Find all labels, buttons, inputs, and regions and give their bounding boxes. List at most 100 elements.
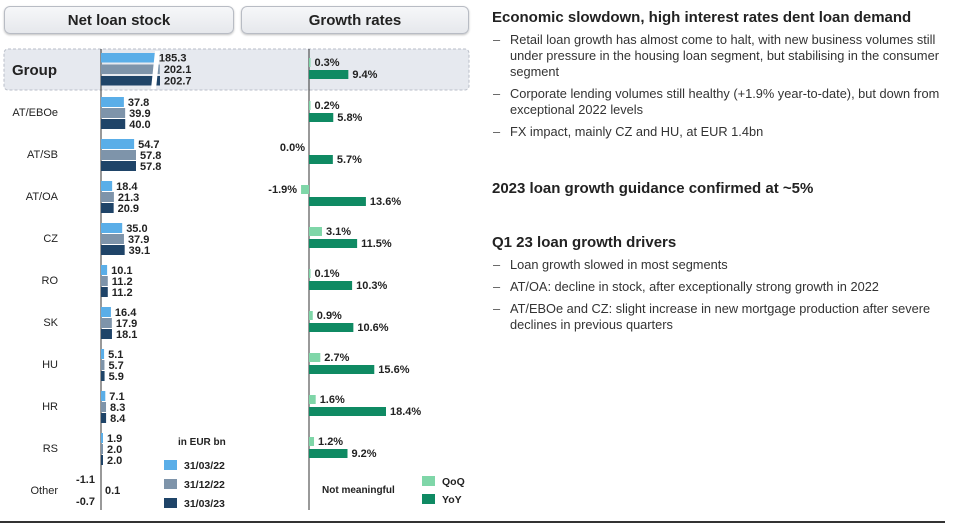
stock-bar xyxy=(101,455,103,465)
stock-bar xyxy=(101,119,126,129)
stock-bar xyxy=(101,413,107,423)
growth-legend-swatch xyxy=(422,494,435,504)
stock-bar xyxy=(101,433,103,443)
header-net-loan-stock-label: Net loan stock xyxy=(67,11,171,29)
not-meaningful-label: Not meaningful xyxy=(322,485,395,496)
bullet-item: Retail loan growth has almost come to ha… xyxy=(492,32,947,80)
stock-bar xyxy=(101,329,112,339)
stock-bar xyxy=(101,307,111,317)
axis-break-marker xyxy=(151,51,160,89)
stock-value-label: 11.2 xyxy=(112,287,133,299)
stock-bar xyxy=(101,53,155,63)
stock-bar xyxy=(101,444,103,454)
stock-bar xyxy=(101,76,160,86)
stock-value-label: 39.9 xyxy=(129,108,150,120)
stock-bar xyxy=(101,402,107,412)
stock-bar xyxy=(101,318,112,328)
yoy-value-label: 5.8% xyxy=(337,112,362,124)
qoq-bar xyxy=(301,185,309,194)
section-guidance-title: 2023 loan growth guidance confirmed at ~… xyxy=(492,180,814,197)
stock-value-label: 5.1 xyxy=(108,349,123,361)
yoy-value-label: 18.4% xyxy=(390,406,421,418)
stock-value-label: 17.9 xyxy=(116,318,137,330)
section-economic-slowdown-bullets: Retail loan growth has almost come to ha… xyxy=(492,32,947,140)
qoq-value-label: 0.3% xyxy=(315,57,340,69)
bullet-item: AT/OA: decline in stock, after exception… xyxy=(492,279,947,295)
yoy-bar xyxy=(309,449,348,458)
stock-value-label: 5.7 xyxy=(108,360,123,372)
section-economic-slowdown-title: Economic slowdown, high interest rates d… xyxy=(492,9,912,26)
stock-bar xyxy=(101,181,113,191)
stock-value-label: 185.3 xyxy=(159,53,187,65)
bullet-item: FX impact, mainly CZ and HU, at EUR 1.4b… xyxy=(492,124,947,140)
stock-bar xyxy=(101,245,125,255)
row-label-cz: CZ xyxy=(43,233,58,245)
stock-bar xyxy=(101,360,105,370)
header-net-loan-stock: Net loan stock xyxy=(4,6,234,34)
qoq-value-label: 3.1% xyxy=(326,226,351,238)
yoy-value-label: 10.3% xyxy=(356,280,387,292)
stock-value-label: 37.9 xyxy=(128,234,149,246)
header-growth-rates-label: Growth rates xyxy=(308,11,402,29)
row-label-ro: RO xyxy=(42,275,59,287)
yoy-bar xyxy=(309,155,333,164)
yoy-value-label: 10.6% xyxy=(357,322,388,334)
section-loan-growth-drivers-bullets: Loan growth slowed in most segments AT/O… xyxy=(492,257,947,333)
row-label-sk: SK xyxy=(43,317,58,329)
row-label-hu: HU xyxy=(42,359,58,371)
stock-bar xyxy=(101,223,123,233)
header-growth-rates: Growth rates xyxy=(241,6,469,34)
qoq-value-label: 0.9% xyxy=(317,310,342,322)
group-highlight-band xyxy=(3,48,470,91)
stock-value-label: 16.4 xyxy=(115,307,137,319)
stock-value-label: -0.7 xyxy=(76,496,95,508)
stock-value-label: 202.7 xyxy=(164,76,192,88)
loan-chart: Group185.3202.1202.70.3%9.4%AT/EBOe37.83… xyxy=(3,48,470,510)
section-loan-growth-drivers: Q1 23 loan growth drivers Loan growth sl… xyxy=(492,234,947,339)
stock-value-label: 35.0 xyxy=(126,223,147,235)
stock-value-label: 2.0 xyxy=(107,455,122,467)
stock-value-label: 18.1 xyxy=(116,329,137,341)
stock-legend-swatch xyxy=(164,498,177,508)
stock-value-label: 8.3 xyxy=(110,402,125,414)
qoq-bar xyxy=(309,395,316,404)
stock-value-label: 57.8 xyxy=(140,161,161,173)
stock-bar xyxy=(101,150,136,160)
qoq-bar xyxy=(309,311,313,320)
row-label-group: Group xyxy=(12,62,57,79)
stock-value-label: 39.1 xyxy=(129,245,150,257)
unit-label: in EUR bn xyxy=(178,437,226,448)
stock-bar xyxy=(101,64,160,74)
yoy-bar xyxy=(309,197,366,206)
stock-legend-label: 31/03/23 xyxy=(184,498,225,510)
stock-value-label: 57.8 xyxy=(140,150,161,162)
bottom-rule xyxy=(0,521,945,523)
qoq-value-label: 0.2% xyxy=(315,100,340,112)
bullet-item: AT/EBOe and CZ: slight increase in new m… xyxy=(492,301,947,333)
row-label-other: Other xyxy=(30,485,58,497)
qoq-value-label: 1.6% xyxy=(320,394,345,406)
yoy-value-label: 9.2% xyxy=(352,448,377,460)
stock-value-label: 18.4 xyxy=(116,181,138,193)
stock-legend-label: 31/12/22 xyxy=(184,479,225,491)
stock-bar xyxy=(101,203,114,213)
stock-bar xyxy=(101,371,105,381)
qoq-value-label: 2.7% xyxy=(324,352,349,364)
yoy-value-label: 11.5% xyxy=(361,238,392,250)
stock-value-label: 10.1 xyxy=(111,265,132,277)
stock-bar xyxy=(101,287,108,297)
yoy-value-label: 15.6% xyxy=(378,364,409,376)
section-loan-growth-drivers-title: Q1 23 loan growth drivers xyxy=(492,234,677,251)
stock-value-label: 1.9 xyxy=(107,433,122,445)
growth-legend-label: YoY xyxy=(442,494,462,506)
qoq-bar xyxy=(309,58,311,67)
yoy-bar xyxy=(309,323,354,332)
stock-value-label: 5.9 xyxy=(109,371,124,383)
stock-legend-swatch xyxy=(164,479,177,489)
section-guidance: 2023 loan growth guidance confirmed at ~… xyxy=(492,180,947,197)
yoy-bar xyxy=(309,365,375,374)
stock-bar xyxy=(101,108,126,118)
row-label-at-sb: AT/SB xyxy=(27,149,58,161)
qoq-bar xyxy=(309,101,311,110)
stock-value-label: 20.9 xyxy=(118,203,139,215)
